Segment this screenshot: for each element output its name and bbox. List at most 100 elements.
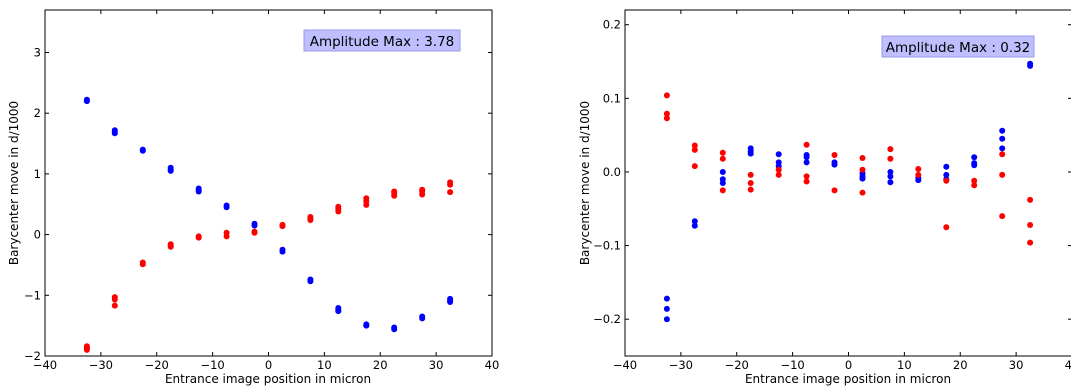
chart-left-annotation: Amplitude Max : 3.78 [303, 29, 461, 52]
chart-left-point-s0-16 [251, 222, 258, 229]
chart-right-point-s1-17 [831, 152, 838, 158]
chart-left-point-s1-27 [363, 201, 370, 208]
chart-right-point-s1-0 [663, 92, 670, 99]
chart-right-y-label: Barycenter move in d/1000 [578, 101, 592, 265]
chart-left-y-tick-label: 2 [34, 106, 41, 120]
chart-right-point-s1-26 [943, 177, 950, 184]
chart-right-point-s0-32 [971, 162, 978, 169]
chart-right-point-s0-34 [999, 135, 1006, 142]
chart-right-x-tick-label: 0 [845, 358, 852, 372]
chart-left-point-s0-25 [363, 322, 370, 329]
chart-left-point-s0-14 [223, 204, 230, 211]
chart-left-point-s0-18 [279, 248, 286, 255]
chart-left-x-label: Entrance image position in micron [165, 372, 371, 386]
chart-right-point-s1-4 [691, 146, 698, 153]
chart-right-point-s0-22 [887, 169, 894, 175]
chart-right-point-s1-33 [1027, 196, 1034, 203]
chart-right-point-s1-2 [663, 115, 670, 122]
chart-right-point-s1-22 [887, 146, 894, 153]
chart-right-x-tick-label: −30 [669, 358, 693, 372]
chart-right-point-s0-1 [663, 305, 670, 312]
chart-left-point-s0-32 [447, 299, 454, 305]
chart-left-annotation-text: Amplitude Max : 3.78 [310, 34, 455, 50]
chart-right-point-s1-29 [971, 182, 978, 189]
chart-right-x-tick-label: 10 [897, 358, 912, 372]
chart-left-point-s1-14 [223, 233, 230, 240]
chart-right-point-s0-30 [971, 154, 978, 161]
chart-right-x-tick-label: 40 [1065, 358, 1071, 372]
chart-right-point-s1-27 [943, 224, 950, 231]
chart-right-point-s1-5 [691, 163, 698, 170]
chart-right-x-tick-label: −20 [725, 358, 749, 372]
chart-left-point-s1-7 [139, 261, 146, 268]
chart-right: −40 −30 −20 −10 0 10 20 30 40 −0.2 −0.1 0.0 0.1 0.2 A… [578, 9, 1071, 386]
chart-left-point-s0-4 [111, 130, 118, 137]
chart-right-point-s0-35 [999, 145, 1006, 152]
chart-left-y-tick-label: −2 [24, 349, 41, 363]
chart-right-point-s0-28 [943, 171, 950, 178]
chart-left-point-s0-6 [139, 147, 146, 154]
chart-right-point-s1-23 [887, 155, 894, 162]
chart-left-point-s1-24 [335, 208, 342, 215]
chart-right-point-s1-15 [803, 173, 810, 180]
chart-right-point-s0-4 [691, 222, 698, 229]
chart-right-y-tick-label: −0.2 [593, 312, 621, 326]
chart-right-y-tick-label: 0.2 [603, 18, 621, 32]
chart-right-point-s1-8 [719, 187, 726, 194]
chart-right-point-s1-25 [915, 171, 922, 178]
chart-right-point-s0-23 [887, 173, 894, 180]
chart-right-y-tick-label: 0.1 [603, 91, 621, 105]
chart-right-point-s0-37 [1027, 62, 1034, 69]
chart-right-point-s0-33 [999, 127, 1006, 134]
chart-right-point-s0-7 [719, 180, 726, 186]
chart-right-point-s1-35 [1027, 239, 1034, 246]
chart-right-point-s1-13 [775, 171, 782, 178]
chart-right-point-s0-16 [803, 159, 810, 166]
chart-right-ticks: −40 −30 −20 −10 0 10 20 30 40 −0.2 −0.1 0.0 0.1 0.2 [593, 10, 1071, 372]
chart-left-x-tick-label: 0 [265, 358, 272, 372]
chart-right-x-label: Entrance image position in micron [745, 372, 951, 386]
chart-left-plot-frame [44, 9, 493, 357]
chart-left-x-tick-label: 40 [485, 358, 500, 372]
chart-right-x-tick-label: 30 [1009, 358, 1024, 372]
chart-left-point-s1-2 [83, 346, 90, 353]
chart-right-point-s0-15 [803, 154, 810, 161]
chart-right-point-s0-2 [663, 316, 670, 323]
chart-left-y-tick-label: 0 [34, 228, 41, 242]
chart-right-point-s1-3 [691, 142, 698, 149]
chart-right-points [663, 60, 1034, 323]
chart-right-point-s1-24 [915, 166, 922, 172]
chart-left-y-tick-label: 3 [34, 45, 41, 59]
chart-right-point-s0-21 [859, 175, 866, 182]
chart-left-point-s0-29 [419, 315, 426, 322]
chart-right-y-tick-label: 0.0 [603, 165, 621, 179]
chart-right-point-s1-18 [831, 187, 838, 194]
chart-right-point-s0-24 [887, 179, 894, 186]
chart-left-point-s0-9 [167, 167, 174, 174]
chart-right-point-s1-6 [719, 149, 726, 156]
chart-left-point-s1-21 [307, 217, 314, 223]
chart-right-point-s1-34 [1027, 222, 1034, 228]
chart-left-point-s1-16 [251, 229, 258, 236]
chart-right-point-s1-7 [719, 155, 726, 162]
chart-left-x-tick-label: −40 [33, 358, 57, 372]
chart-left-point-s1-33 [419, 191, 426, 198]
chart-right-point-s1-32 [999, 213, 1006, 220]
chart-left-y-tick-label: 1 [34, 167, 41, 181]
chart-right-plot-frame [624, 9, 1071, 357]
chart-left-y-tick-label: −1 [24, 288, 41, 302]
chart-left-point-s0-27 [391, 326, 398, 333]
chart-right-point-s1-12 [775, 166, 782, 173]
chart-right-point-s1-16 [803, 178, 810, 185]
chart-left-point-s0-23 [335, 308, 342, 315]
chart-right-point-s1-9 [747, 171, 754, 178]
chart-right-point-s1-30 [999, 151, 1006, 158]
chart-right-point-s1-14 [803, 141, 810, 148]
chart-right-x-tick-label: −40 [613, 358, 637, 372]
chart-left-x-tick-label: 10 [317, 358, 332, 372]
chart-right-annotation-box [881, 35, 1035, 58]
chart-left-x-tick-label: 30 [429, 358, 444, 372]
